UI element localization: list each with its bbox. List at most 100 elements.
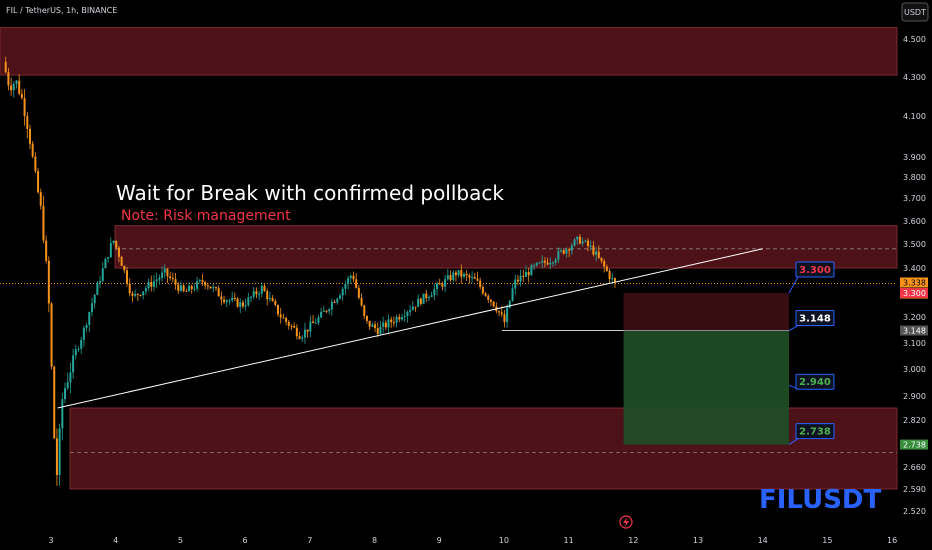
candle-body: [328, 309, 331, 312]
candle-body: [179, 285, 182, 291]
candle-body: [538, 262, 541, 264]
candle-body: [533, 265, 536, 267]
candle-body: [166, 268, 169, 277]
candle-body: [72, 355, 75, 373]
candle-body: [225, 300, 228, 303]
candle-body: [185, 290, 188, 292]
candle-body: [546, 262, 549, 265]
callouts-layer: 3.300 3.148 2.940 2.738: [788, 261, 835, 445]
candle-body: [613, 278, 616, 282]
candle-body: [587, 240, 590, 246]
candle-body: [295, 327, 298, 337]
time-tick-label: 11: [564, 536, 574, 545]
candle-body: [525, 272, 528, 277]
price-tick-label: 3.100: [903, 339, 926, 348]
price-tick-label: 2.900: [903, 392, 926, 401]
candle-body: [177, 284, 180, 291]
candle-body: [608, 270, 611, 279]
candle-body: [61, 399, 64, 429]
candle-body: [595, 251, 598, 255]
candle-body: [74, 349, 77, 356]
candle-body: [425, 293, 428, 299]
candle-body: [131, 293, 134, 296]
candle-body: [28, 128, 31, 144]
candle-body: [489, 299, 492, 302]
price-tick-label: 3.600: [903, 217, 926, 226]
candle-body: [80, 339, 83, 349]
price-tag: [900, 325, 928, 336]
time-axis[interactable]: 3 4 5 6 7 8 9 10 11 12 13 14 15 16: [48, 536, 897, 545]
candle-body: [379, 326, 382, 335]
candle-body: [123, 265, 126, 271]
candle-body: [581, 241, 584, 244]
time-tick-label: 10: [499, 536, 509, 545]
candle-body: [368, 320, 371, 327]
candle-body: [473, 277, 476, 279]
candle-body: [285, 317, 288, 322]
price-tick-label: 2.520: [903, 507, 926, 516]
candle-body: [557, 251, 560, 260]
candle-body: [260, 285, 263, 294]
candle-body: [247, 297, 250, 306]
currency-button[interactable]: [901, 2, 929, 22]
candle-body: [347, 278, 350, 285]
candle-body: [276, 304, 279, 315]
callout-2.940: 2.940: [788, 373, 835, 390]
candle-body: [298, 336, 301, 339]
candle-body: [484, 293, 487, 296]
time-tick-label: 12: [628, 536, 638, 545]
lightning-icon[interactable]: [619, 515, 633, 529]
candle-body: [541, 260, 544, 263]
zone-resistance-top: [0, 27, 898, 76]
candle-body: [306, 329, 309, 332]
candle-body: [128, 283, 131, 294]
candle-body: [498, 311, 501, 313]
candle-body: [441, 284, 444, 287]
candle-body: [338, 295, 341, 299]
zone-resistance-mid: [114, 225, 898, 269]
time-tick-label: 4: [113, 536, 118, 545]
candle-body: [217, 288, 220, 297]
candle-body: [398, 316, 401, 320]
candle-body: [88, 312, 91, 326]
candle-body: [417, 298, 420, 307]
candle-body: [34, 156, 37, 172]
candle-body: [330, 302, 333, 310]
candle-body: [206, 285, 209, 287]
candle-body: [600, 257, 603, 262]
candle-body: [568, 249, 571, 251]
candle-body: [212, 287, 215, 289]
candle-body: [55, 438, 58, 475]
candle-body: [279, 314, 282, 318]
candle-body: [597, 251, 600, 258]
candle-body: [45, 240, 48, 261]
candle-body: [20, 93, 23, 99]
candle-body: [126, 270, 129, 284]
price-tag: [900, 288, 928, 298]
candle-body: [576, 236, 579, 240]
callout-label: 3.148: [799, 314, 831, 325]
candle-body: [317, 317, 320, 323]
candle-body: [287, 321, 290, 326]
candle-body: [551, 262, 554, 264]
candle-body: [23, 98, 26, 117]
currency-button-label[interactable]: USDT: [904, 8, 926, 17]
candle-body: [252, 291, 255, 297]
candle-body: [565, 249, 568, 254]
callout-label: 3.300: [799, 265, 831, 276]
callout-box: [795, 261, 835, 278]
stop-zone: [623, 293, 789, 331]
candle-body: [363, 305, 366, 316]
candle-body: [85, 325, 88, 328]
candle-body: [201, 280, 204, 282]
candle-body: [47, 260, 50, 304]
candle-body: [39, 192, 42, 206]
callout-label: 2.940: [799, 377, 831, 388]
callout-pointer: [788, 384, 799, 390]
callout-pointer: [788, 438, 799, 445]
candle-body: [374, 324, 377, 329]
candle-body: [492, 301, 495, 307]
candle-body: [554, 259, 557, 263]
watermark-symbol: FILUSDT: [759, 485, 881, 515]
candle-body: [69, 372, 72, 383]
